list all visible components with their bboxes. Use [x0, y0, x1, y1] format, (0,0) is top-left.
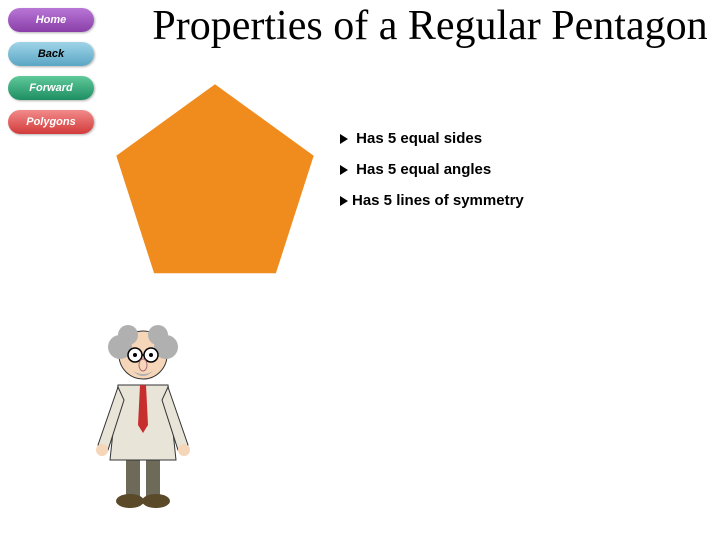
bullet-arrow-icon [340, 165, 348, 175]
nav-back-button[interactable]: Back [8, 42, 94, 66]
bullet-arrow-icon [340, 134, 348, 144]
pentagon-polygon [116, 84, 313, 273]
nav-panel: Home Back Forward Polygons [8, 8, 98, 144]
nav-forward-button[interactable]: Forward [8, 76, 94, 100]
nav-polygons-button[interactable]: Polygons [8, 110, 94, 134]
professor-illustration [78, 305, 208, 515]
nav-label: Polygons [26, 116, 76, 128]
list-item: Has 5 equal sides [340, 130, 524, 147]
list-item: Has 5 equal angles [340, 161, 524, 178]
list-item: Has 5 lines of symmetry [340, 192, 524, 209]
bullet-arrow-icon [340, 196, 348, 206]
page-title: Properties of a Regular Pentagon [150, 4, 710, 48]
properties-list: Has 5 equal sides Has 5 equal angles Has… [340, 130, 524, 223]
nav-home-button[interactable]: Home [8, 8, 94, 32]
pentagon-shape [110, 78, 320, 288]
bullet-text: Has 5 equal sides [356, 130, 482, 147]
nav-label: Home [36, 14, 67, 26]
bullet-text: Has 5 equal angles [356, 161, 491, 178]
nav-label: Forward [29, 82, 72, 94]
bullet-text: Has 5 lines of symmetry [352, 192, 524, 209]
nav-label: Back [38, 48, 64, 60]
